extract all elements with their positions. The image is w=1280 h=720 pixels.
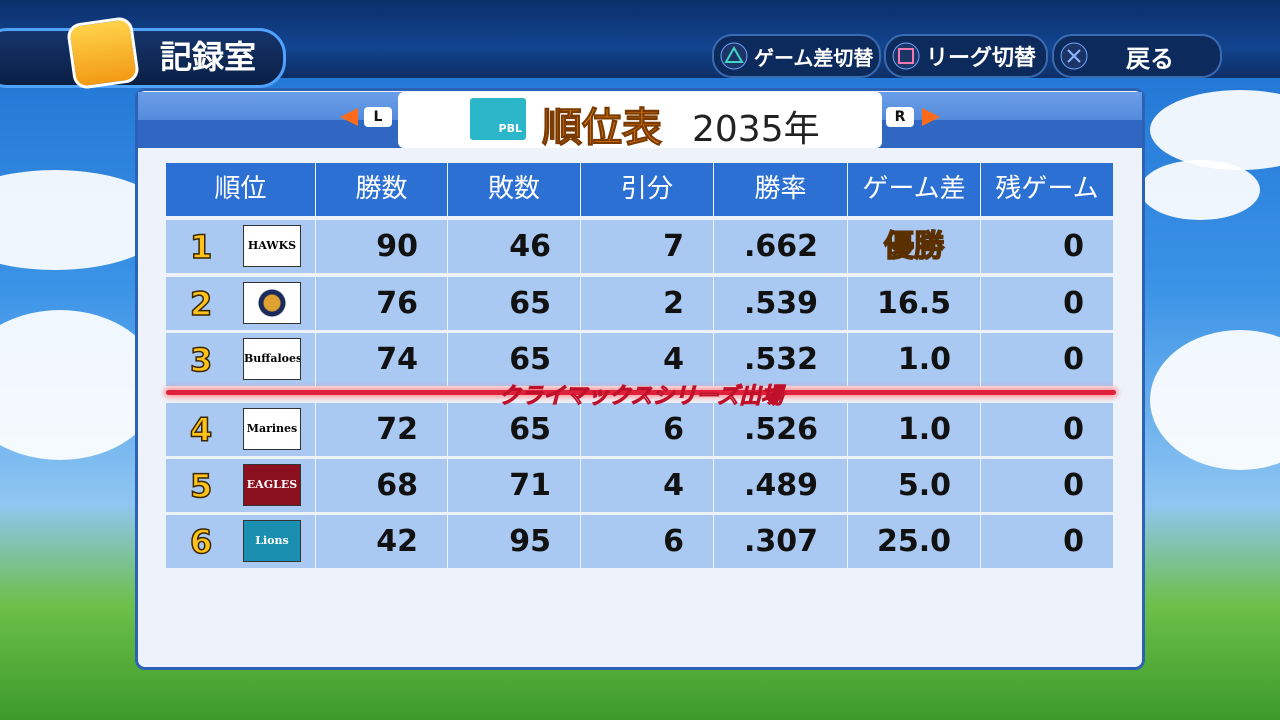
team-logo: Marines bbox=[243, 408, 301, 450]
games-behind-cell: 1.0 bbox=[848, 333, 980, 386]
games-behind-cell: 25.0 bbox=[848, 515, 980, 568]
button-label: ゲーム差切替 bbox=[754, 45, 874, 70]
column-header: 勝率 bbox=[714, 163, 847, 216]
square-icon bbox=[892, 42, 920, 70]
column-header: 順位 bbox=[166, 163, 315, 216]
team-logo: HAWKS bbox=[243, 225, 301, 267]
remaining-cell: 0 bbox=[981, 403, 1113, 456]
next-key: R bbox=[886, 107, 914, 127]
remaining-cell: 0 bbox=[981, 459, 1113, 512]
losses-cell: 71 bbox=[448, 459, 580, 512]
menu-icon bbox=[65, 15, 141, 91]
rank: 5 bbox=[189, 466, 213, 506]
rank: 4 bbox=[189, 410, 213, 450]
remaining-cell: 0 bbox=[981, 276, 1113, 330]
cross-icon bbox=[1060, 42, 1088, 70]
draws-cell: 4 bbox=[581, 333, 713, 386]
wins-cell: 72 bbox=[316, 403, 447, 456]
rank: 6 bbox=[189, 522, 213, 562]
remaining-cell: 0 bbox=[981, 333, 1113, 386]
draws-cell: 2 bbox=[581, 276, 713, 330]
losses-cell: 95 bbox=[448, 515, 580, 568]
button-label: 戻る bbox=[1126, 44, 1174, 73]
team-logo: Lions bbox=[243, 520, 301, 562]
losses-cell: 65 bbox=[448, 276, 580, 330]
pct-cell: .539 bbox=[714, 276, 847, 330]
cloud bbox=[1150, 90, 1280, 170]
column-header: 勝数 bbox=[316, 163, 447, 216]
rank: 1 bbox=[189, 227, 213, 267]
cloud bbox=[1140, 160, 1260, 220]
pct-cell: .489 bbox=[714, 459, 847, 512]
prev-key: L bbox=[364, 107, 392, 127]
title-pill bbox=[0, 28, 286, 88]
wins-cell: 42 bbox=[316, 515, 447, 568]
divider-label: クライマックスシリーズ出場 bbox=[498, 384, 784, 410]
league-logo: PBL bbox=[470, 98, 526, 140]
column-header: 残ゲーム bbox=[981, 163, 1113, 216]
remaining-cell: 0 bbox=[981, 515, 1113, 568]
pct-cell: .532 bbox=[714, 333, 847, 386]
banner-year: 2035年 bbox=[692, 109, 820, 150]
column-header: 敗数 bbox=[448, 163, 580, 216]
draws-cell: 4 bbox=[581, 459, 713, 512]
draws-cell: 7 bbox=[581, 220, 713, 273]
triangle-icon bbox=[720, 42, 748, 70]
pct-cell: .662 bbox=[714, 220, 847, 273]
team-logo: EAGLES bbox=[243, 464, 301, 506]
column-header: 引分 bbox=[581, 163, 713, 216]
games-behind-cell: 優勝 bbox=[848, 220, 980, 273]
team-logo: Buffaloes bbox=[243, 338, 301, 380]
button-label: リーグ切替 bbox=[926, 46, 1037, 71]
prev-arrow[interactable] bbox=[338, 107, 360, 127]
losses-cell: 46 bbox=[448, 220, 580, 273]
back-button[interactable]: 戻る bbox=[1052, 34, 1222, 78]
next-arrow[interactable] bbox=[920, 107, 942, 127]
games-behind-cell: 1.0 bbox=[848, 403, 980, 456]
wins-cell: 68 bbox=[316, 459, 447, 512]
pct-cell: .307 bbox=[714, 515, 847, 568]
pct-cell: .526 bbox=[714, 403, 847, 456]
divider-line bbox=[166, 390, 1116, 395]
wins-cell: 74 bbox=[316, 333, 447, 386]
remaining-cell: 0 bbox=[981, 220, 1113, 273]
banner-title: 順位表 bbox=[542, 105, 663, 152]
rank: 3 bbox=[189, 340, 213, 380]
league-toggle-button[interactable]: リーグ切替 bbox=[884, 34, 1048, 78]
games-behind-cell: 16.5 bbox=[848, 276, 980, 330]
wins-cell: 90 bbox=[316, 220, 447, 273]
gb-toggle-button[interactable]: ゲーム差切替 bbox=[712, 34, 881, 78]
draws-cell: 6 bbox=[581, 403, 713, 456]
cloud bbox=[0, 310, 160, 460]
cloud bbox=[1150, 330, 1280, 470]
team-logo bbox=[243, 281, 301, 324]
column-header: ゲーム差 bbox=[848, 163, 980, 216]
losses-cell: 65 bbox=[448, 403, 580, 456]
games-behind-cell: 5.0 bbox=[848, 459, 980, 512]
rank: 2 bbox=[189, 284, 213, 324]
screen-title: 記録室 bbox=[160, 38, 257, 76]
wins-cell: 76 bbox=[316, 276, 447, 330]
draws-cell: 6 bbox=[581, 515, 713, 568]
losses-cell: 65 bbox=[448, 333, 580, 386]
